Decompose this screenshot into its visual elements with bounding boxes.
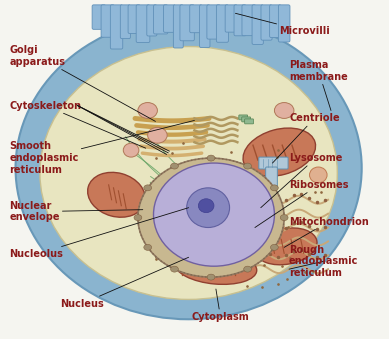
Ellipse shape [310, 167, 327, 183]
FancyBboxPatch shape [200, 5, 210, 47]
FancyBboxPatch shape [252, 5, 263, 44]
Text: Golgi
apparatus: Golgi apparatus [9, 45, 156, 121]
Ellipse shape [198, 199, 214, 213]
FancyBboxPatch shape [270, 5, 281, 38]
Text: Smooth
endoplasmic
reticulum: Smooth endoplasmic reticulum [9, 120, 194, 175]
FancyBboxPatch shape [225, 5, 237, 32]
FancyBboxPatch shape [154, 5, 168, 34]
Text: Plasma
membrane: Plasma membrane [289, 60, 348, 111]
Ellipse shape [280, 215, 288, 221]
Text: Ribosomes: Ribosomes [255, 180, 349, 227]
FancyBboxPatch shape [101, 5, 114, 37]
Text: Nuclear
envelope: Nuclear envelope [9, 201, 143, 222]
FancyBboxPatch shape [147, 5, 157, 36]
Ellipse shape [207, 274, 215, 280]
FancyBboxPatch shape [242, 117, 251, 122]
FancyBboxPatch shape [239, 115, 248, 120]
Text: Microvilli: Microvilli [235, 13, 330, 36]
FancyBboxPatch shape [120, 5, 130, 39]
FancyBboxPatch shape [234, 5, 246, 36]
Ellipse shape [207, 155, 215, 161]
FancyBboxPatch shape [261, 5, 272, 40]
FancyBboxPatch shape [92, 5, 106, 29]
Ellipse shape [88, 172, 145, 217]
FancyBboxPatch shape [245, 119, 254, 124]
Ellipse shape [16, 17, 362, 319]
FancyBboxPatch shape [110, 5, 123, 49]
Text: Cytoplasm: Cytoplasm [191, 289, 249, 322]
Ellipse shape [295, 133, 312, 147]
Text: Lysosome: Lysosome [261, 153, 342, 208]
Ellipse shape [274, 103, 294, 118]
Ellipse shape [244, 163, 252, 169]
FancyBboxPatch shape [163, 5, 175, 32]
FancyBboxPatch shape [190, 5, 202, 33]
FancyBboxPatch shape [173, 5, 183, 48]
Ellipse shape [187, 188, 230, 227]
Ellipse shape [170, 266, 179, 272]
FancyBboxPatch shape [216, 5, 228, 42]
Text: Rough
endoplasmic
reticulum: Rough endoplasmic reticulum [289, 245, 358, 278]
Text: Centriole: Centriole [272, 114, 340, 163]
FancyBboxPatch shape [266, 167, 277, 187]
FancyBboxPatch shape [207, 5, 220, 39]
Ellipse shape [123, 143, 139, 157]
Ellipse shape [138, 103, 158, 118]
Ellipse shape [265, 220, 284, 236]
Ellipse shape [144, 185, 152, 191]
Ellipse shape [255, 228, 317, 265]
Text: Cytoskeleton: Cytoskeleton [9, 101, 146, 148]
Ellipse shape [138, 158, 284, 277]
Ellipse shape [270, 244, 278, 250]
Text: Mitochondrion: Mitochondrion [284, 217, 369, 247]
FancyBboxPatch shape [242, 5, 256, 36]
FancyBboxPatch shape [259, 157, 288, 169]
Ellipse shape [134, 215, 142, 221]
Ellipse shape [144, 244, 152, 250]
Ellipse shape [148, 127, 167, 143]
Ellipse shape [242, 199, 264, 217]
FancyBboxPatch shape [136, 5, 150, 42]
Ellipse shape [175, 250, 257, 284]
Ellipse shape [170, 163, 179, 169]
Ellipse shape [154, 163, 274, 266]
Text: Nucleolus: Nucleolus [9, 208, 189, 259]
Ellipse shape [40, 46, 337, 299]
FancyBboxPatch shape [180, 5, 194, 41]
Text: Nucleus: Nucleus [60, 257, 189, 309]
FancyBboxPatch shape [279, 5, 290, 42]
Ellipse shape [244, 266, 252, 272]
FancyBboxPatch shape [128, 5, 140, 34]
Ellipse shape [270, 185, 278, 191]
Ellipse shape [243, 128, 315, 176]
